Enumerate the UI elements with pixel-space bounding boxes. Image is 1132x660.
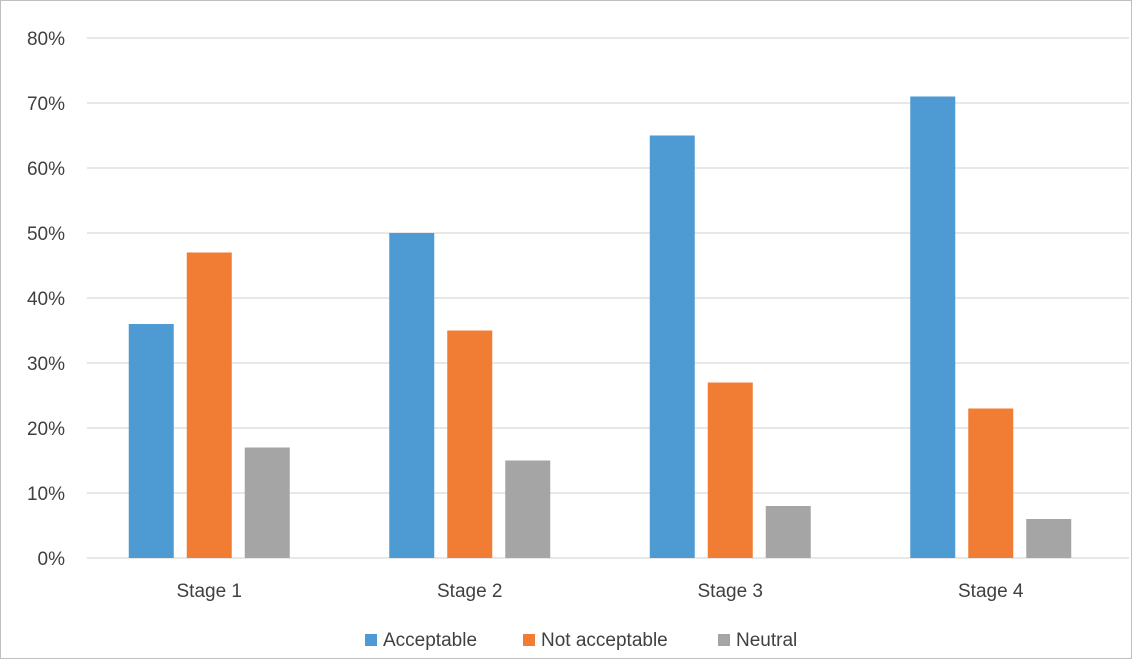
legend-swatch: [523, 634, 535, 646]
legend: Acceptable Not acceptable Neutral: [365, 630, 797, 651]
y-tick-label: 80%: [27, 29, 65, 50]
bar-neutral-stage-4: [1026, 519, 1072, 558]
y-tick-label: 50%: [27, 224, 65, 245]
y-tick-label: 30%: [27, 354, 65, 375]
y-tick-label: 40%: [27, 289, 65, 310]
bars: [128, 96, 1072, 558]
legend-label: Acceptable: [383, 630, 477, 651]
bar-not-acceptable-stage-4: [968, 408, 1014, 558]
bar-acceptable-stage-3: [649, 135, 695, 558]
bar-not-acceptable-stage-1: [186, 252, 232, 558]
bar-neutral-stage-3: [765, 506, 811, 558]
bar-not-acceptable-stage-2: [447, 330, 493, 558]
x-tick-label: Stage 2: [437, 581, 503, 602]
legend-label: Neutral: [736, 630, 797, 651]
bar-neutral-stage-1: [244, 447, 290, 558]
x-tick-label: Stage 1: [177, 581, 243, 602]
legend-label: Not acceptable: [541, 630, 668, 651]
y-tick-label: 60%: [27, 159, 65, 180]
y-tick-label: 0%: [38, 549, 66, 570]
x-tick-label: Stage 4: [958, 581, 1024, 602]
y-axis-ticks: 0% 10% 20% 30% 40% 50% 60% 70% 80%: [27, 29, 65, 570]
y-tick-label: 70%: [27, 94, 65, 115]
legend-swatch: [365, 634, 377, 646]
x-tick-label: Stage 3: [698, 581, 764, 602]
bar-not-acceptable-stage-3: [707, 382, 753, 558]
bar-acceptable-stage-2: [389, 233, 435, 558]
x-axis-ticks: Stage 1 Stage 2 Stage 3 Stage 4: [177, 581, 1024, 602]
bar-acceptable-stage-1: [128, 324, 174, 558]
y-tick-label: 10%: [27, 484, 65, 505]
legend-swatch: [718, 634, 730, 646]
y-tick-label: 20%: [27, 419, 65, 440]
bar-neutral-stage-2: [505, 460, 551, 558]
bar-acceptable-stage-4: [910, 96, 956, 558]
